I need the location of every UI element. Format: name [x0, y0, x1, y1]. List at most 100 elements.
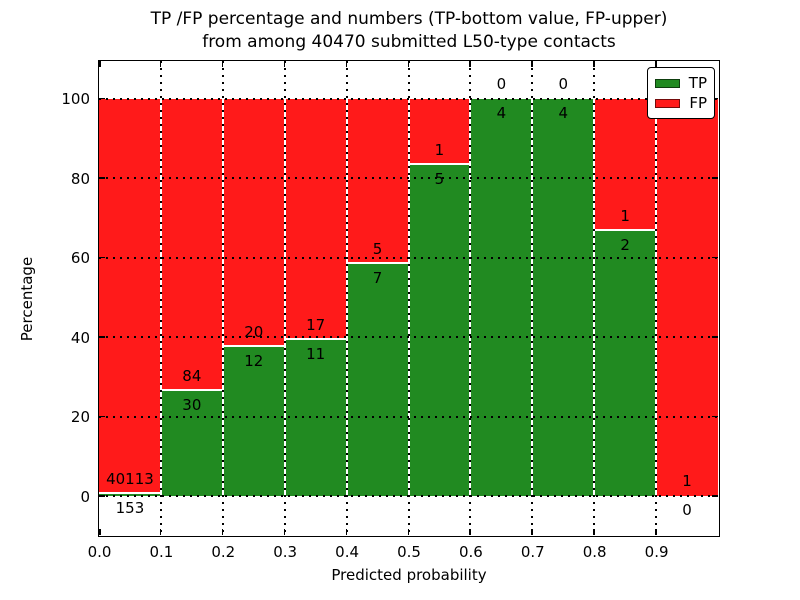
fp-bar [408, 98, 471, 165]
x-tick-label: 0.7 [520, 543, 545, 561]
x-tick-label: 0.8 [582, 543, 607, 561]
y-tick-label: 0 [80, 487, 90, 506]
x-gridline [593, 61, 596, 535]
bar-boundary-line [99, 492, 161, 495]
fp-bar [284, 98, 347, 340]
x-tick-mark [655, 61, 657, 67]
x-gridline [221, 61, 224, 535]
y-gridline [99, 97, 718, 100]
y-tick-label: 40 [70, 328, 90, 347]
tp-bar [594, 230, 657, 496]
legend-label-tp: TP [688, 74, 707, 92]
x-tick-mark [159, 529, 162, 535]
fp-swatch-icon [655, 98, 681, 108]
y-tick-mark [712, 415, 718, 417]
tp-bar [160, 391, 223, 496]
x-gridline [407, 61, 410, 535]
x-tick-label: 0.6 [458, 543, 483, 561]
plot-inner: 40113 153 84 30 20 12 17 11 5 7 1 5 0 4 0 4 1 2 1 0 [99, 61, 718, 535]
y-tick-label: 60 [70, 249, 90, 267]
tp-bar [470, 98, 533, 496]
tp-count-label: 30 [182, 396, 202, 415]
tp-count-label: 7 [372, 269, 383, 288]
x-axis-label: Predicted probability [331, 566, 487, 584]
legend-entry-fp: FP [655, 93, 707, 113]
x-gridline [655, 61, 658, 535]
x-tick-label: 0.2 [211, 543, 236, 561]
x-tick-mark [221, 61, 224, 67]
tp-bar [346, 264, 409, 496]
bar-boundary-line [222, 344, 285, 347]
x-gridline [469, 61, 472, 535]
x-tick-mark [345, 529, 348, 535]
x-tick-label: 0.0 [87, 543, 112, 561]
x-tick-mark [159, 61, 162, 67]
legend: TP FP [647, 67, 715, 119]
bar-boundary-line [594, 228, 657, 231]
fp-count-label: 1 [620, 206, 630, 225]
y-gridline [99, 415, 718, 418]
x-tick-mark [283, 61, 286, 67]
x-gridline [345, 61, 348, 535]
fp-count-label: 1 [434, 140, 445, 159]
y-gridline [99, 336, 718, 338]
tp-count-label: 5 [434, 169, 445, 188]
x-tick-mark [221, 529, 224, 535]
bar-boundary-line [160, 389, 223, 392]
fp-count-label: 17 [306, 315, 326, 334]
x-tick-mark [469, 529, 471, 535]
tp-bar [222, 346, 285, 496]
fp-bar [594, 98, 657, 231]
tp-count-label: 4 [558, 103, 569, 122]
tp-count-label: 0 [682, 501, 692, 519]
x-tick-mark [345, 61, 348, 67]
y-tick-label: 100 [61, 90, 90, 108]
legend-entry-tp: TP [655, 73, 707, 93]
x-tick-mark [99, 61, 101, 67]
x-tick-mark [655, 529, 657, 535]
chart-title-line1: TP /FP percentage and numbers (TP-bottom… [150, 9, 668, 29]
y-tick-mark [712, 97, 718, 99]
tp-bar [532, 98, 595, 496]
fp-count-label: 0 [496, 74, 507, 93]
chart-title-line2: from among 40470 submitted L50-type cont… [202, 32, 616, 52]
x-tick-label: 0.3 [273, 543, 298, 561]
fp-count-label: 1 [682, 472, 692, 490]
tp-count-label: 153 [115, 499, 145, 518]
x-gridline [283, 61, 286, 535]
fp-bar [656, 98, 718, 496]
tp-swatch-icon [655, 78, 680, 88]
fp-bar [160, 98, 223, 392]
x-tick-label: 0.5 [397, 543, 421, 561]
x-tick-label: 0.4 [335, 543, 360, 561]
fp-count-label: 20 [244, 322, 264, 341]
y-tick-mark [712, 256, 718, 258]
tp-count-label: 12 [244, 351, 264, 370]
bar-boundary-line [284, 337, 347, 340]
y-tick-mark [99, 177, 105, 179]
x-gridline [159, 61, 162, 535]
tp-count-label: 11 [306, 344, 326, 363]
fp-bar [99, 98, 161, 495]
tp-bar [284, 339, 347, 496]
y-gridline [99, 256, 718, 259]
fp-bar [222, 98, 285, 347]
x-tick-label: 0.1 [149, 543, 174, 561]
x-tick-mark [593, 61, 595, 67]
y-tick-mark [712, 495, 718, 497]
fp-bar [346, 98, 409, 265]
y-tick-mark [712, 336, 718, 338]
x-tick-mark [531, 61, 533, 67]
tp-count-label: 2 [620, 235, 630, 254]
x-tick-mark [407, 61, 409, 67]
y-tick-label: 80 [70, 169, 90, 188]
fp-count-label: 0 [558, 74, 569, 93]
tp-count-label: 4 [496, 103, 507, 122]
tp-bar [408, 164, 471, 496]
y-gridline [99, 495, 718, 497]
x-tick-mark [531, 529, 533, 535]
chart-title: TP /FP percentage and numbers (TP-bottom… [98, 8, 720, 54]
y-tick-mark [712, 177, 718, 179]
plot-area: 40113 153 84 30 20 12 17 11 5 7 1 5 0 4 0 4 1 2 1 0 [98, 60, 720, 537]
